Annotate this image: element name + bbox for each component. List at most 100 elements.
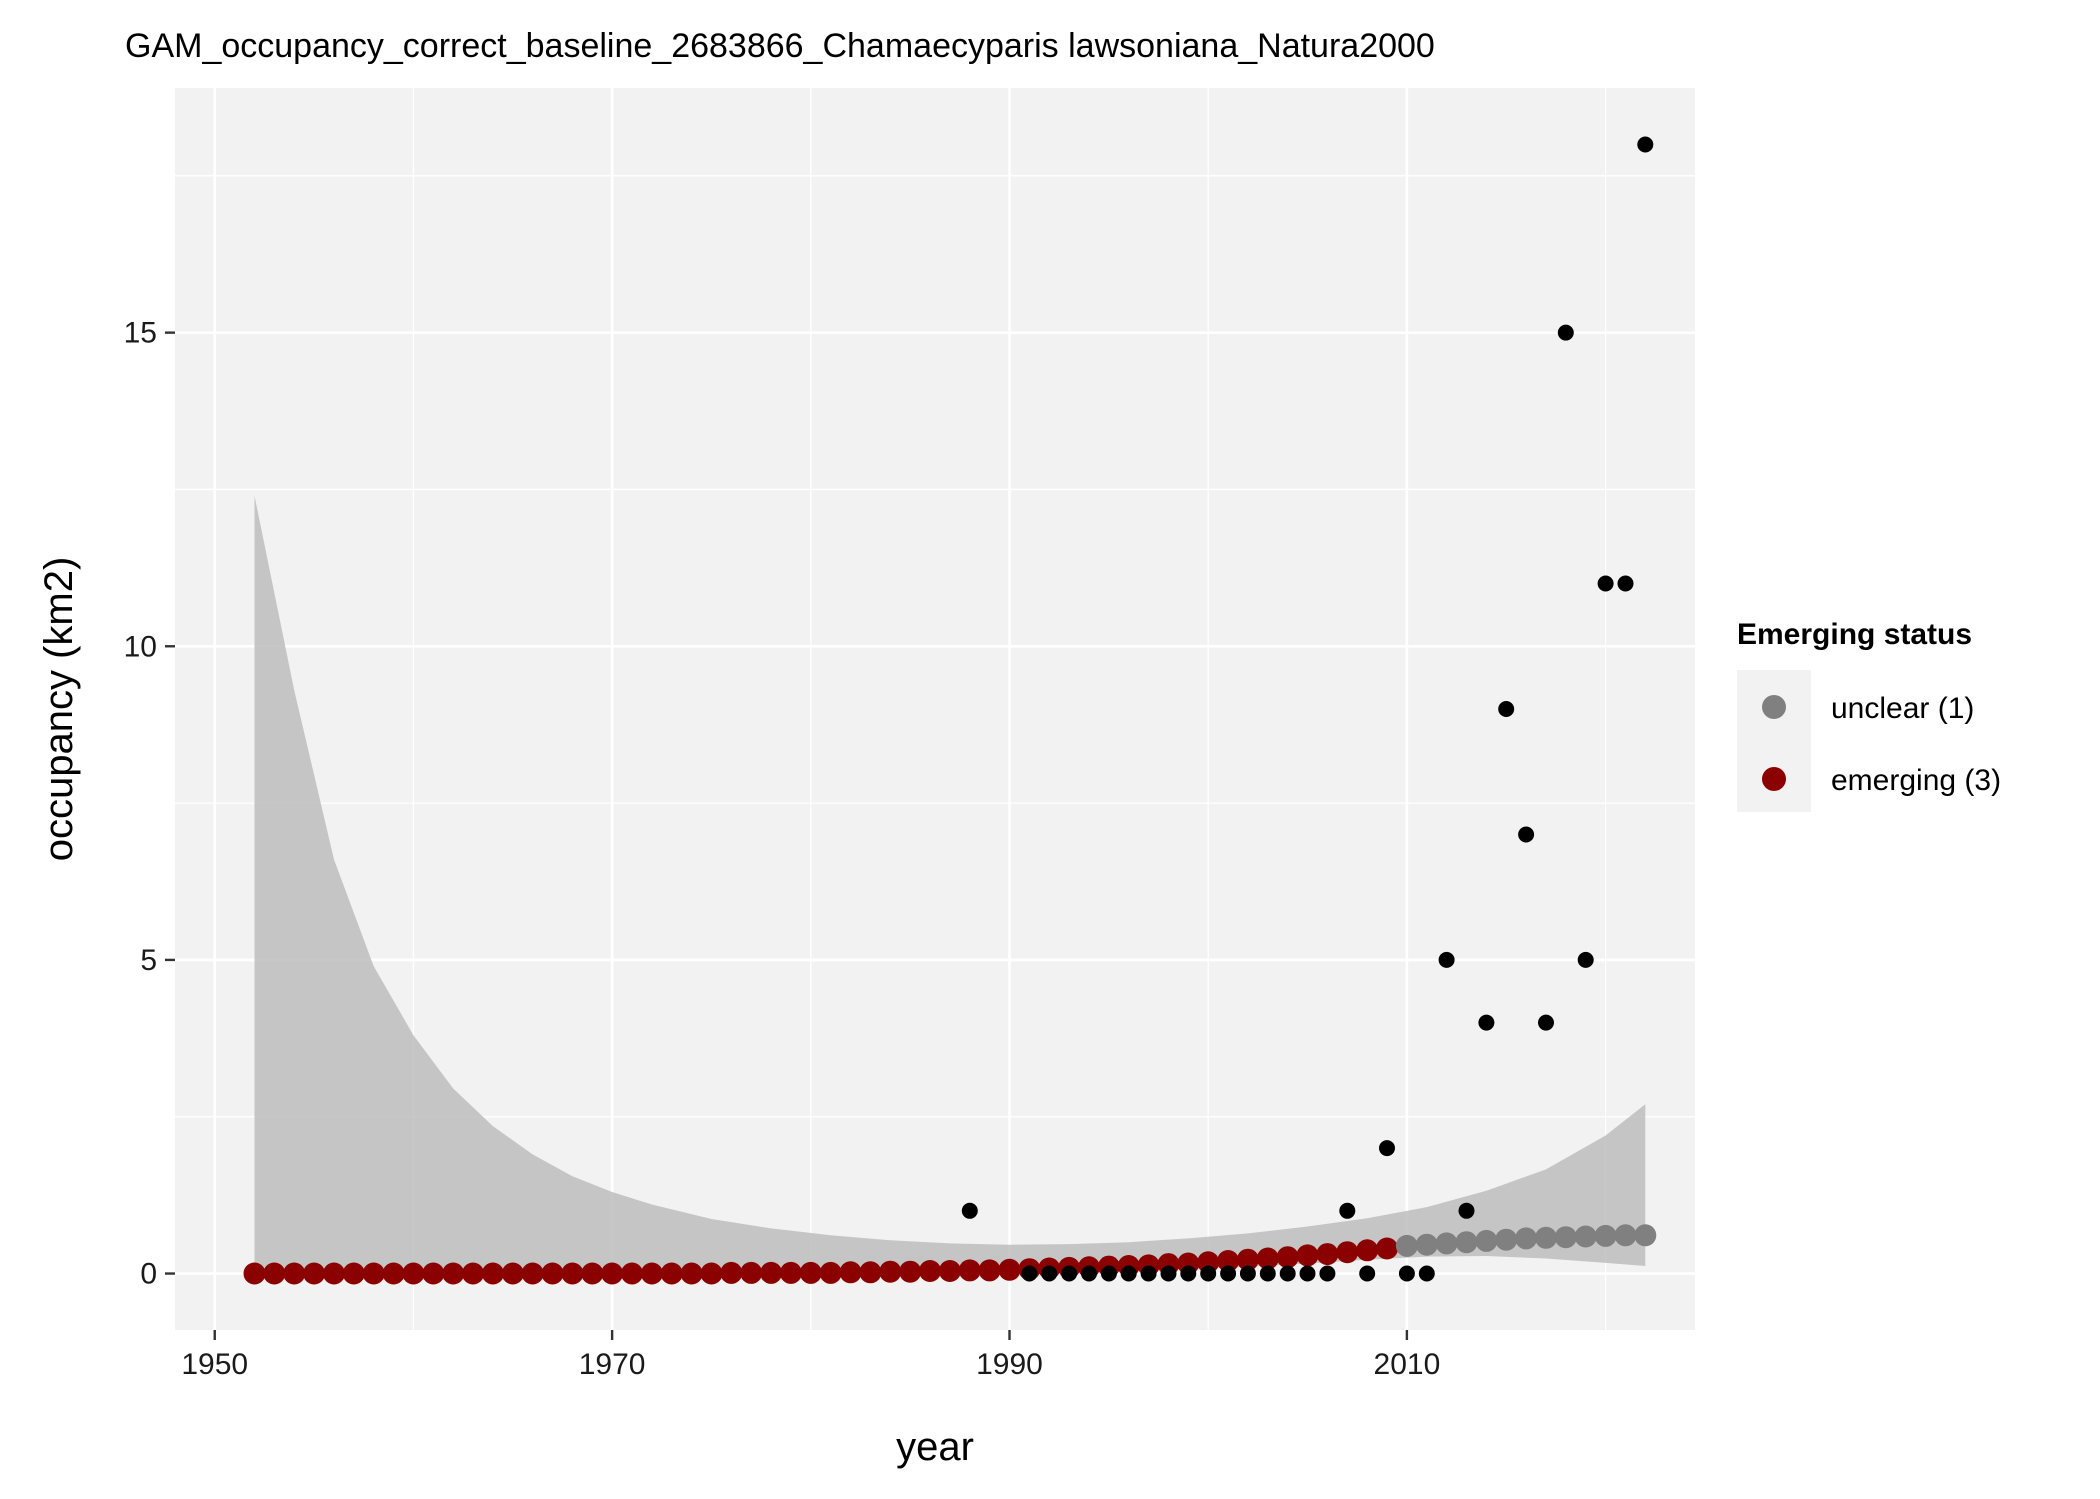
- fitted-point: [740, 1261, 763, 1284]
- observed-point: [1120, 1265, 1137, 1282]
- x-tick-label: 1990: [976, 1348, 1043, 1381]
- observed-point: [1021, 1265, 1038, 1282]
- fitted-point: [1336, 1241, 1359, 1264]
- legend: Emerging status unclear (1) emerging (3): [1737, 618, 2001, 812]
- observed-point: [1160, 1265, 1177, 1282]
- confidence-ribbon: [254, 495, 1646, 1274]
- fitted-point: [998, 1258, 1021, 1281]
- observed-point: [1398, 1265, 1415, 1282]
- observed-point: [1180, 1265, 1197, 1282]
- observed-point: [1339, 1202, 1356, 1219]
- fitted-point: [1614, 1224, 1637, 1247]
- observed-point: [1299, 1265, 1316, 1282]
- observed-point: [1597, 575, 1614, 592]
- fitted-point: [799, 1261, 822, 1284]
- chart-title: GAM_occupancy_correct_baseline_2683866_C…: [125, 27, 1435, 65]
- fitted-point: [581, 1262, 604, 1285]
- x-tick-label: 1950: [181, 1348, 248, 1381]
- fitted-point: [442, 1262, 465, 1285]
- fitted-point: [640, 1262, 663, 1285]
- observed-point: [1498, 701, 1515, 717]
- fitted-point: [303, 1262, 326, 1285]
- observed-point: [1418, 1265, 1435, 1282]
- confidence-ribbon-layer: [254, 495, 1646, 1274]
- observed-point: [1041, 1265, 1058, 1282]
- fitted-point: [1554, 1226, 1577, 1249]
- fitted-point: [362, 1262, 385, 1285]
- fitted-point: [760, 1261, 783, 1284]
- observed-point: [1359, 1265, 1376, 1282]
- observed-point: [1557, 324, 1574, 341]
- legend-title: Emerging status: [1737, 618, 1972, 651]
- fitted-point: [422, 1262, 445, 1285]
- fitted-point: [1495, 1228, 1518, 1251]
- observed-point: [1438, 951, 1455, 968]
- fitted-point: [839, 1261, 862, 1284]
- fitted-point: [700, 1262, 723, 1285]
- fitted-point: [1435, 1232, 1458, 1255]
- observed-point: [1518, 826, 1535, 843]
- observed-point: [1061, 1265, 1078, 1282]
- y-tick-label: 5: [140, 944, 157, 977]
- fitted-point: [978, 1259, 1001, 1282]
- fitted-point: [521, 1262, 544, 1285]
- observed-point: [1100, 1265, 1117, 1282]
- fitted-point: [1535, 1226, 1557, 1249]
- legend-label-emerging: emerging (3): [1831, 764, 2001, 797]
- observed-point: [1478, 1014, 1495, 1031]
- axes: 1950 1970 1990 2010 0 5 10 15: [124, 317, 1441, 1381]
- y-axis-title: occupancy (km2): [37, 557, 81, 862]
- fitted-point: [899, 1260, 922, 1283]
- fitted-point: [481, 1262, 504, 1285]
- y-tick-label: 10: [124, 630, 157, 663]
- fitted-point: [1415, 1233, 1438, 1256]
- fitted-point: [919, 1260, 941, 1282]
- fitted-point: [1475, 1229, 1498, 1252]
- fitted-point: [601, 1262, 624, 1285]
- observed-point: [1279, 1265, 1296, 1282]
- fitted-point: [879, 1260, 902, 1283]
- fitted-point: [1316, 1243, 1339, 1266]
- observed-point: [1140, 1265, 1157, 1282]
- fitted-point: [720, 1261, 743, 1284]
- y-tick-label: 0: [140, 1258, 157, 1291]
- fitted-point: [243, 1262, 266, 1285]
- observed-point: [1239, 1265, 1256, 1282]
- fitted-point: [938, 1260, 961, 1282]
- fitted-point: [263, 1262, 286, 1285]
- observed-point: [1200, 1265, 1217, 1282]
- fitted-point: [779, 1261, 802, 1284]
- fitted-point: [541, 1262, 564, 1285]
- x-axis-title: year: [896, 1425, 974, 1469]
- fitted-point: [382, 1262, 405, 1285]
- fitted-point: [501, 1262, 524, 1285]
- x-tick-label: 1970: [579, 1348, 646, 1381]
- fitted-point: [1634, 1224, 1657, 1247]
- fitted-point: [958, 1259, 981, 1282]
- observed-point: [1379, 1140, 1395, 1157]
- fitted-point: [819, 1261, 842, 1284]
- fitted-point: [1455, 1231, 1478, 1254]
- fitted-point: [1217, 1250, 1240, 1272]
- fitted-point: [462, 1262, 484, 1285]
- fitted-point: [1395, 1234, 1418, 1257]
- observed-point: [961, 1202, 978, 1219]
- fitted-point: [1236, 1248, 1259, 1271]
- fitted-point: [680, 1262, 703, 1285]
- fitted-point: [283, 1262, 306, 1285]
- legend-key-unclear: [1762, 695, 1786, 719]
- fitted-point: [859, 1261, 882, 1284]
- fitted-point: [1296, 1244, 1319, 1267]
- x-tick-label: 2010: [1374, 1348, 1441, 1381]
- observed-point: [1637, 136, 1654, 153]
- fitted-point: [1376, 1237, 1398, 1260]
- y-tick-label: 15: [124, 317, 157, 350]
- fitted-point: [1276, 1246, 1299, 1269]
- observed-point: [1538, 1014, 1554, 1031]
- fitted-point: [621, 1262, 643, 1285]
- fitted-point: [1515, 1227, 1538, 1250]
- fitted-point: [342, 1262, 365, 1285]
- fitted-point: [1356, 1239, 1379, 1262]
- observed-point: [1259, 1265, 1276, 1282]
